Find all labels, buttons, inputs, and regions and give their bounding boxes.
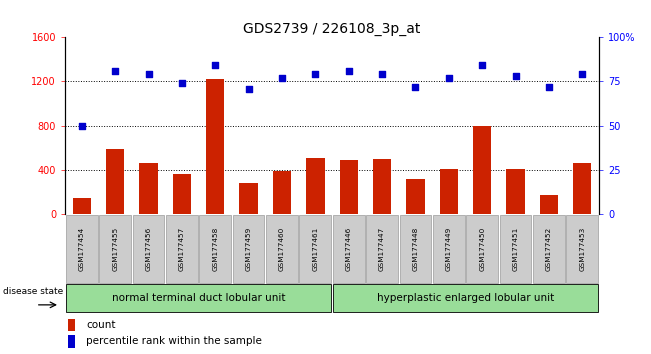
Bar <box>106 149 124 214</box>
Point <box>410 84 421 90</box>
FancyBboxPatch shape <box>566 215 598 282</box>
Bar <box>406 179 424 214</box>
Point <box>277 75 287 81</box>
FancyBboxPatch shape <box>333 215 365 282</box>
Point <box>176 80 187 86</box>
Point <box>210 63 221 68</box>
Bar <box>373 159 391 214</box>
Text: disease state: disease state <box>3 287 64 296</box>
FancyBboxPatch shape <box>433 215 465 282</box>
Text: percentile rank within the sample: percentile rank within the sample <box>86 336 262 346</box>
Bar <box>306 158 324 214</box>
Bar <box>68 319 76 331</box>
FancyBboxPatch shape <box>100 215 131 282</box>
Text: GSM177454: GSM177454 <box>79 227 85 271</box>
Bar <box>206 79 225 214</box>
Text: GSM177448: GSM177448 <box>413 227 419 271</box>
Text: GSM177459: GSM177459 <box>245 227 251 271</box>
Point <box>477 63 488 68</box>
Text: count: count <box>86 320 115 330</box>
Bar <box>506 169 525 214</box>
Bar <box>439 169 458 214</box>
FancyBboxPatch shape <box>299 215 331 282</box>
Point <box>344 68 354 74</box>
Text: GSM177460: GSM177460 <box>279 227 285 271</box>
Text: GSM177458: GSM177458 <box>212 227 218 271</box>
FancyBboxPatch shape <box>367 215 398 282</box>
FancyBboxPatch shape <box>466 215 498 282</box>
Point <box>310 72 320 77</box>
Text: GSM177451: GSM177451 <box>512 227 518 271</box>
Title: GDS2739 / 226108_3p_at: GDS2739 / 226108_3p_at <box>243 22 421 36</box>
Point <box>77 123 87 129</box>
Bar <box>68 335 76 348</box>
Bar <box>73 198 91 214</box>
Text: GSM177447: GSM177447 <box>379 227 385 271</box>
FancyBboxPatch shape <box>133 215 164 282</box>
Text: normal terminal duct lobular unit: normal terminal duct lobular unit <box>112 293 285 303</box>
Bar <box>173 175 191 214</box>
Text: GSM177456: GSM177456 <box>146 227 152 271</box>
Text: GSM177446: GSM177446 <box>346 227 352 271</box>
FancyBboxPatch shape <box>266 215 298 282</box>
Point <box>110 68 120 74</box>
Bar <box>540 195 558 214</box>
FancyBboxPatch shape <box>199 215 231 282</box>
Bar <box>139 163 158 214</box>
Text: GSM177461: GSM177461 <box>312 227 318 271</box>
Bar <box>473 126 492 214</box>
FancyBboxPatch shape <box>333 284 598 312</box>
FancyBboxPatch shape <box>533 215 564 282</box>
Point <box>377 72 387 77</box>
Text: GSM177457: GSM177457 <box>179 227 185 271</box>
Point <box>443 75 454 81</box>
FancyBboxPatch shape <box>166 215 198 282</box>
Text: GSM177449: GSM177449 <box>446 227 452 271</box>
FancyBboxPatch shape <box>66 215 98 282</box>
Bar <box>340 160 358 214</box>
Point <box>243 86 254 91</box>
FancyBboxPatch shape <box>500 215 531 282</box>
Text: GSM177450: GSM177450 <box>479 227 485 271</box>
Text: GSM177452: GSM177452 <box>546 227 552 271</box>
Bar <box>573 163 591 214</box>
Bar <box>240 183 258 214</box>
FancyBboxPatch shape <box>66 284 331 312</box>
Point <box>143 72 154 77</box>
Bar <box>273 171 291 214</box>
FancyBboxPatch shape <box>400 215 431 282</box>
FancyBboxPatch shape <box>233 215 264 282</box>
Text: GSM177455: GSM177455 <box>112 227 118 271</box>
Point <box>544 84 554 90</box>
Point <box>510 73 521 79</box>
Point <box>577 72 587 77</box>
Text: GSM177453: GSM177453 <box>579 227 585 271</box>
Text: hyperplastic enlarged lobular unit: hyperplastic enlarged lobular unit <box>377 293 554 303</box>
